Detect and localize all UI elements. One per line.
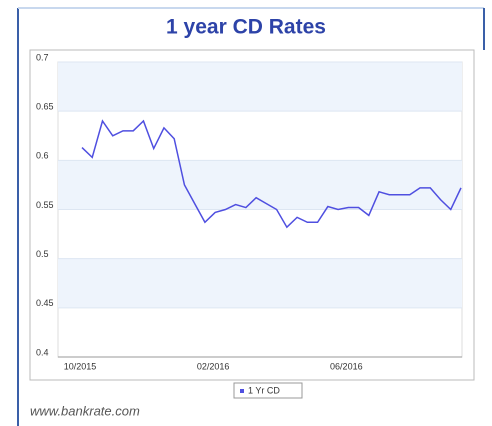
grid-band — [58, 258, 462, 308]
y-tick-label: 0.45 — [36, 298, 54, 308]
y-tick-label: 0.55 — [36, 200, 54, 210]
y-tick-label: 0.7 — [36, 52, 49, 62]
y-tick-label: 0.6 — [36, 151, 49, 161]
chart-box — [29, 49, 475, 381]
legend-swatch — [240, 389, 244, 393]
x-tick-label: 02/2016 — [197, 361, 230, 371]
y-tick-label: 0.65 — [36, 102, 54, 112]
x-tick-label: 10/2015 — [64, 361, 97, 371]
chart-title: 1 year CD Rates — [166, 16, 326, 39]
line-series — [81, 119, 462, 229]
legend-label: 1 Yr CD — [248, 385, 280, 395]
y-tick-label: 0.5 — [36, 249, 49, 259]
legend-box — [233, 382, 303, 399]
grid-band — [58, 62, 462, 112]
grid-band — [58, 160, 462, 210]
source: www.bankrate.com — [30, 403, 140, 418]
x-tick-label: 06/2016 — [330, 361, 363, 371]
y-tick-label: 0.4 — [36, 347, 49, 357]
